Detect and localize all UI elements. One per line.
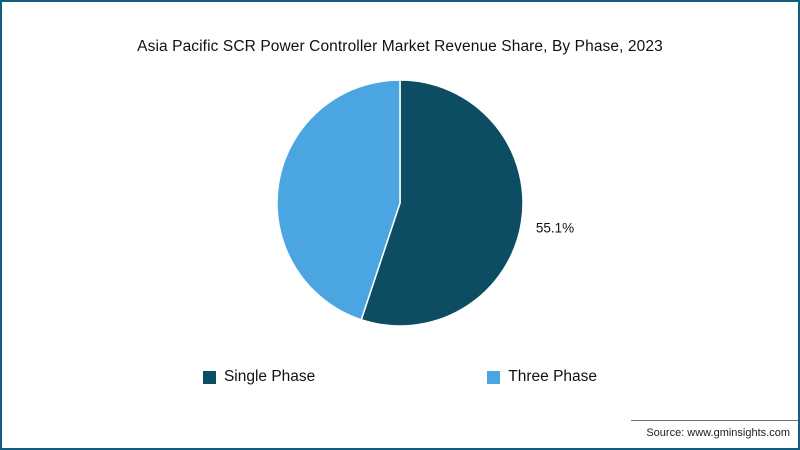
legend-swatch-three-phase [487, 370, 501, 384]
pie-svg [276, 79, 524, 327]
legend: Single Phase Three Phase [2, 368, 798, 386]
source-divider [631, 420, 798, 421]
slice-label-single-phase: 55.1% [535, 220, 575, 236]
legend-item-three-phase: Three Phase [487, 368, 597, 386]
legend-label-single-phase: Single Phase [223, 368, 316, 385]
legend-label-three-phase: Three Phase [508, 368, 598, 385]
pie-slice-three-phase [276, 79, 401, 321]
source-text: Source: www.gminsights.com [646, 427, 790, 439]
legend-swatch-single-phase [202, 370, 216, 384]
pie-chart: 55.1% [275, 78, 574, 328]
legend-item-single-phase: Single Phase [202, 368, 316, 386]
chart-title: Asia Pacific SCR Power Controller Market… [137, 38, 663, 55]
pie-slice-single-phase [360, 79, 524, 327]
